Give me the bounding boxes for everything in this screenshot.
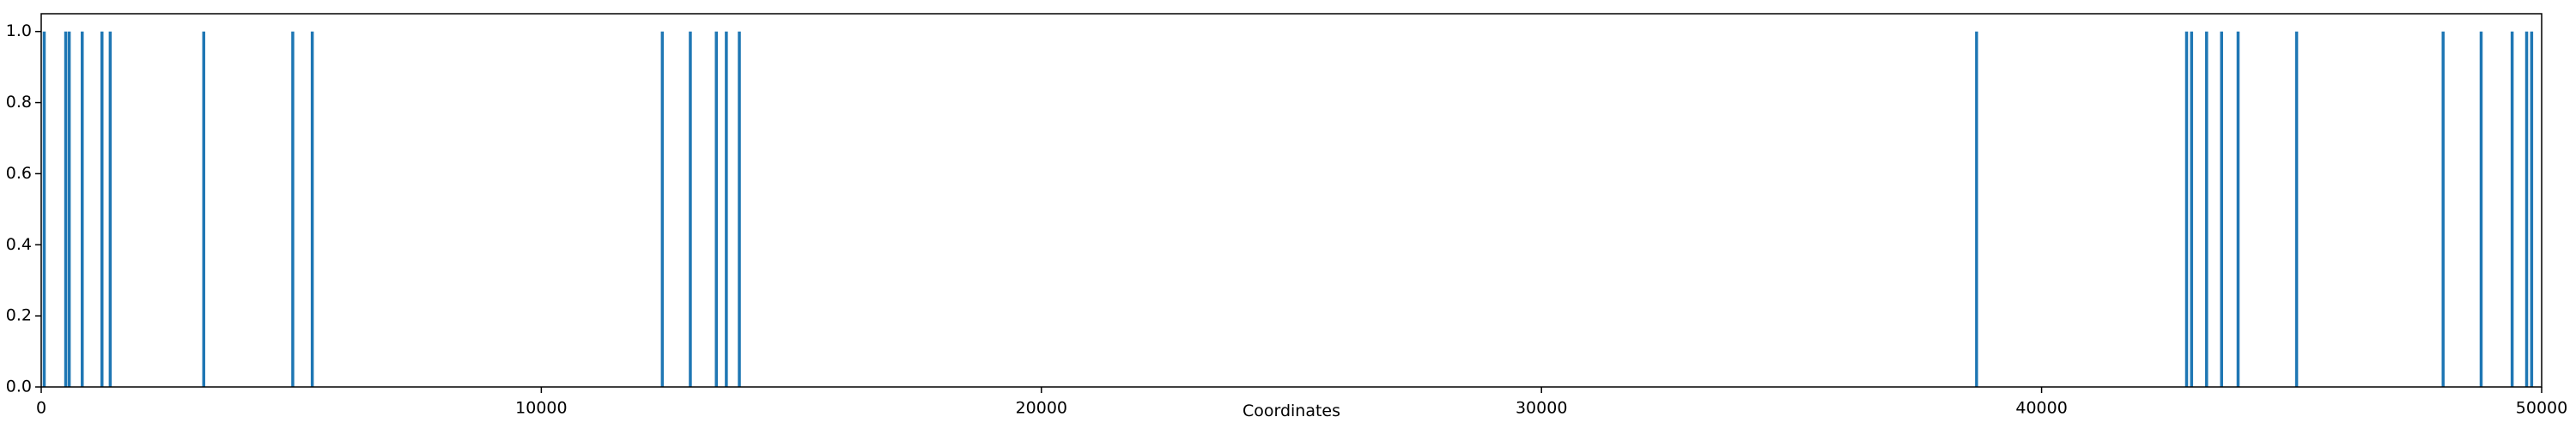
y-tick-label: 0.8 bbox=[6, 93, 32, 112]
x-axis-label: Coordinates bbox=[1242, 402, 1340, 420]
y-tick-label: 0.4 bbox=[6, 235, 32, 254]
y-tick-label: 1.0 bbox=[6, 21, 32, 40]
x-tick-label: 10000 bbox=[515, 399, 567, 418]
x-tick-label: 40000 bbox=[2015, 399, 2067, 418]
x-tick-label: 30000 bbox=[1516, 399, 1567, 418]
y-tick-label: 0.2 bbox=[6, 306, 32, 325]
x-tick-label: 0 bbox=[36, 399, 46, 418]
x-tick-label: 50000 bbox=[2516, 399, 2567, 418]
plot-frame bbox=[40, 13, 2543, 388]
y-tick-label: 0.0 bbox=[6, 378, 32, 396]
x-tick-label: 20000 bbox=[1016, 399, 1067, 418]
y-tick-label: 0.6 bbox=[6, 164, 32, 183]
